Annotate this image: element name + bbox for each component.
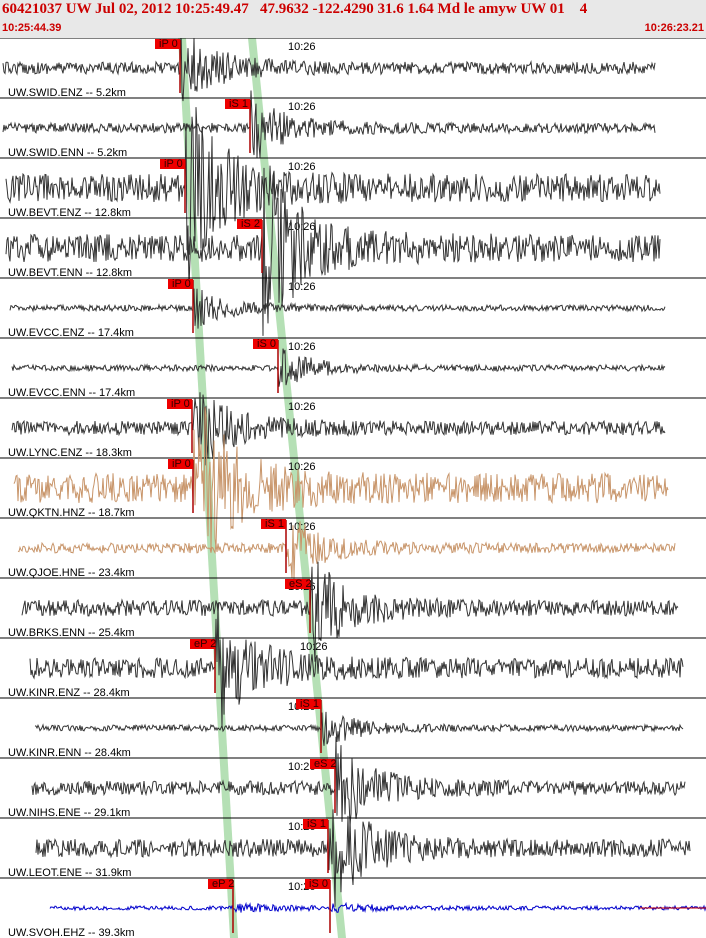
pick-box xyxy=(225,99,250,109)
waveform xyxy=(34,711,684,746)
waveform xyxy=(21,561,679,662)
pick-label: iS 1 xyxy=(300,698,319,710)
time-label: 10:26 xyxy=(288,41,316,53)
trace-label: UW.QKTN.HNZ -- 18.7km xyxy=(8,507,135,519)
time-label: 10:26 xyxy=(288,341,316,353)
pick-box xyxy=(190,639,215,649)
pick-box xyxy=(303,819,328,829)
pick-label: eP 2 xyxy=(212,878,234,890)
header: 60421037 UW Jul 02, 2012 10:25:49.47 47.… xyxy=(0,0,706,38)
trace-label: UW.SWID.ENZ -- 5.2km xyxy=(8,87,126,99)
waveform xyxy=(11,348,666,387)
pick-box xyxy=(168,279,193,289)
start-time: 10:25:44.39 xyxy=(2,22,62,34)
time-label: 10:26 xyxy=(300,641,328,653)
pick-box xyxy=(155,39,180,49)
time-label: 10:26 xyxy=(288,461,316,473)
pick-label: iS 1 xyxy=(265,518,284,530)
waveform xyxy=(31,736,686,825)
pick-label: iS 1 xyxy=(229,98,248,110)
pick-box xyxy=(168,459,193,469)
trace-label: UW.NIHS.ENE -- 29.1km xyxy=(8,807,130,819)
pick-label: iP 0 xyxy=(159,38,178,50)
pick-label: iP 0 xyxy=(172,458,191,470)
pick-box xyxy=(167,399,192,409)
pick-box xyxy=(261,519,286,529)
pick-label: eS 2 xyxy=(314,758,337,770)
waveform xyxy=(5,167,661,336)
pick-box xyxy=(237,219,262,229)
pick-box xyxy=(253,339,278,349)
trace-label: UW.LYNC.ENZ -- 18.3km xyxy=(8,447,132,459)
pick-box xyxy=(160,159,185,169)
waveform xyxy=(17,521,676,580)
waveform xyxy=(9,288,666,329)
pick-label: iS 0 xyxy=(309,878,328,890)
trace-label: UW.BRKS.ENN -- 25.4km xyxy=(8,627,135,639)
pick-label: iP 0 xyxy=(172,278,191,290)
pick-box xyxy=(296,699,321,709)
trace-label: UW.EVCC.ENZ -- 17.4km xyxy=(8,327,134,339)
pick-label: eP 2 xyxy=(194,638,216,650)
trace-label: UW.KINR.ENN -- 28.4km xyxy=(8,747,131,759)
pick-label: iP 0 xyxy=(171,398,190,410)
seismograms: 10:26 iP 0 UW.SWID.ENZ -- 5.2km 10:26 iS 1 UW… xyxy=(0,38,706,938)
time-label: 10:26 xyxy=(288,101,316,113)
trace-label: UW.KINR.ENZ -- 28.4km xyxy=(8,687,130,699)
time-label: 10:26 xyxy=(288,761,316,773)
trace-label: UW.BEVT.ENZ -- 12.8km xyxy=(8,207,131,219)
title: 60421037 UW Jul 02, 2012 10:25:49.47 47.… xyxy=(2,1,588,17)
waveform xyxy=(5,107,661,288)
trace-label: UW.BEVT.ENN -- 12.8km xyxy=(8,267,132,279)
waveform xyxy=(2,90,656,159)
waveform xyxy=(49,901,706,914)
waveform xyxy=(11,392,666,466)
pick-box xyxy=(305,879,330,889)
end-time: 10:26:23.21 xyxy=(644,22,704,34)
pick-box xyxy=(208,879,233,889)
trace-label: UW.SWID.ENN -- 5.2km xyxy=(8,147,127,159)
pick-box xyxy=(310,759,335,769)
pick-label: iP 0 xyxy=(164,158,183,170)
waveform xyxy=(29,602,684,728)
pick-label: iS 2 xyxy=(241,218,260,230)
waveform xyxy=(35,809,691,907)
time-label: 10:26 xyxy=(288,401,316,413)
pick-box xyxy=(285,579,310,589)
time-label: 10:26 xyxy=(288,161,316,173)
trace-label: UW.EVCC.ENN -- 17.4km xyxy=(8,387,135,399)
p-band xyxy=(178,38,238,938)
trace-label: UW.LEOT.ENE -- 31.9km xyxy=(8,867,131,879)
pick-label: iS 0 xyxy=(257,338,276,350)
trace-label: UW.SVOH.EHZ -- 39.3km xyxy=(8,927,135,938)
trace-label: UW.QJOE.HNE -- 23.4km xyxy=(8,567,135,579)
waveform xyxy=(2,38,656,102)
pick-label: eS 2 xyxy=(289,578,312,590)
time-label: 10:26 xyxy=(288,521,316,533)
waveform xyxy=(13,407,669,552)
pick-label: iS 1 xyxy=(307,818,326,830)
time-label: 10:26 xyxy=(288,281,316,293)
